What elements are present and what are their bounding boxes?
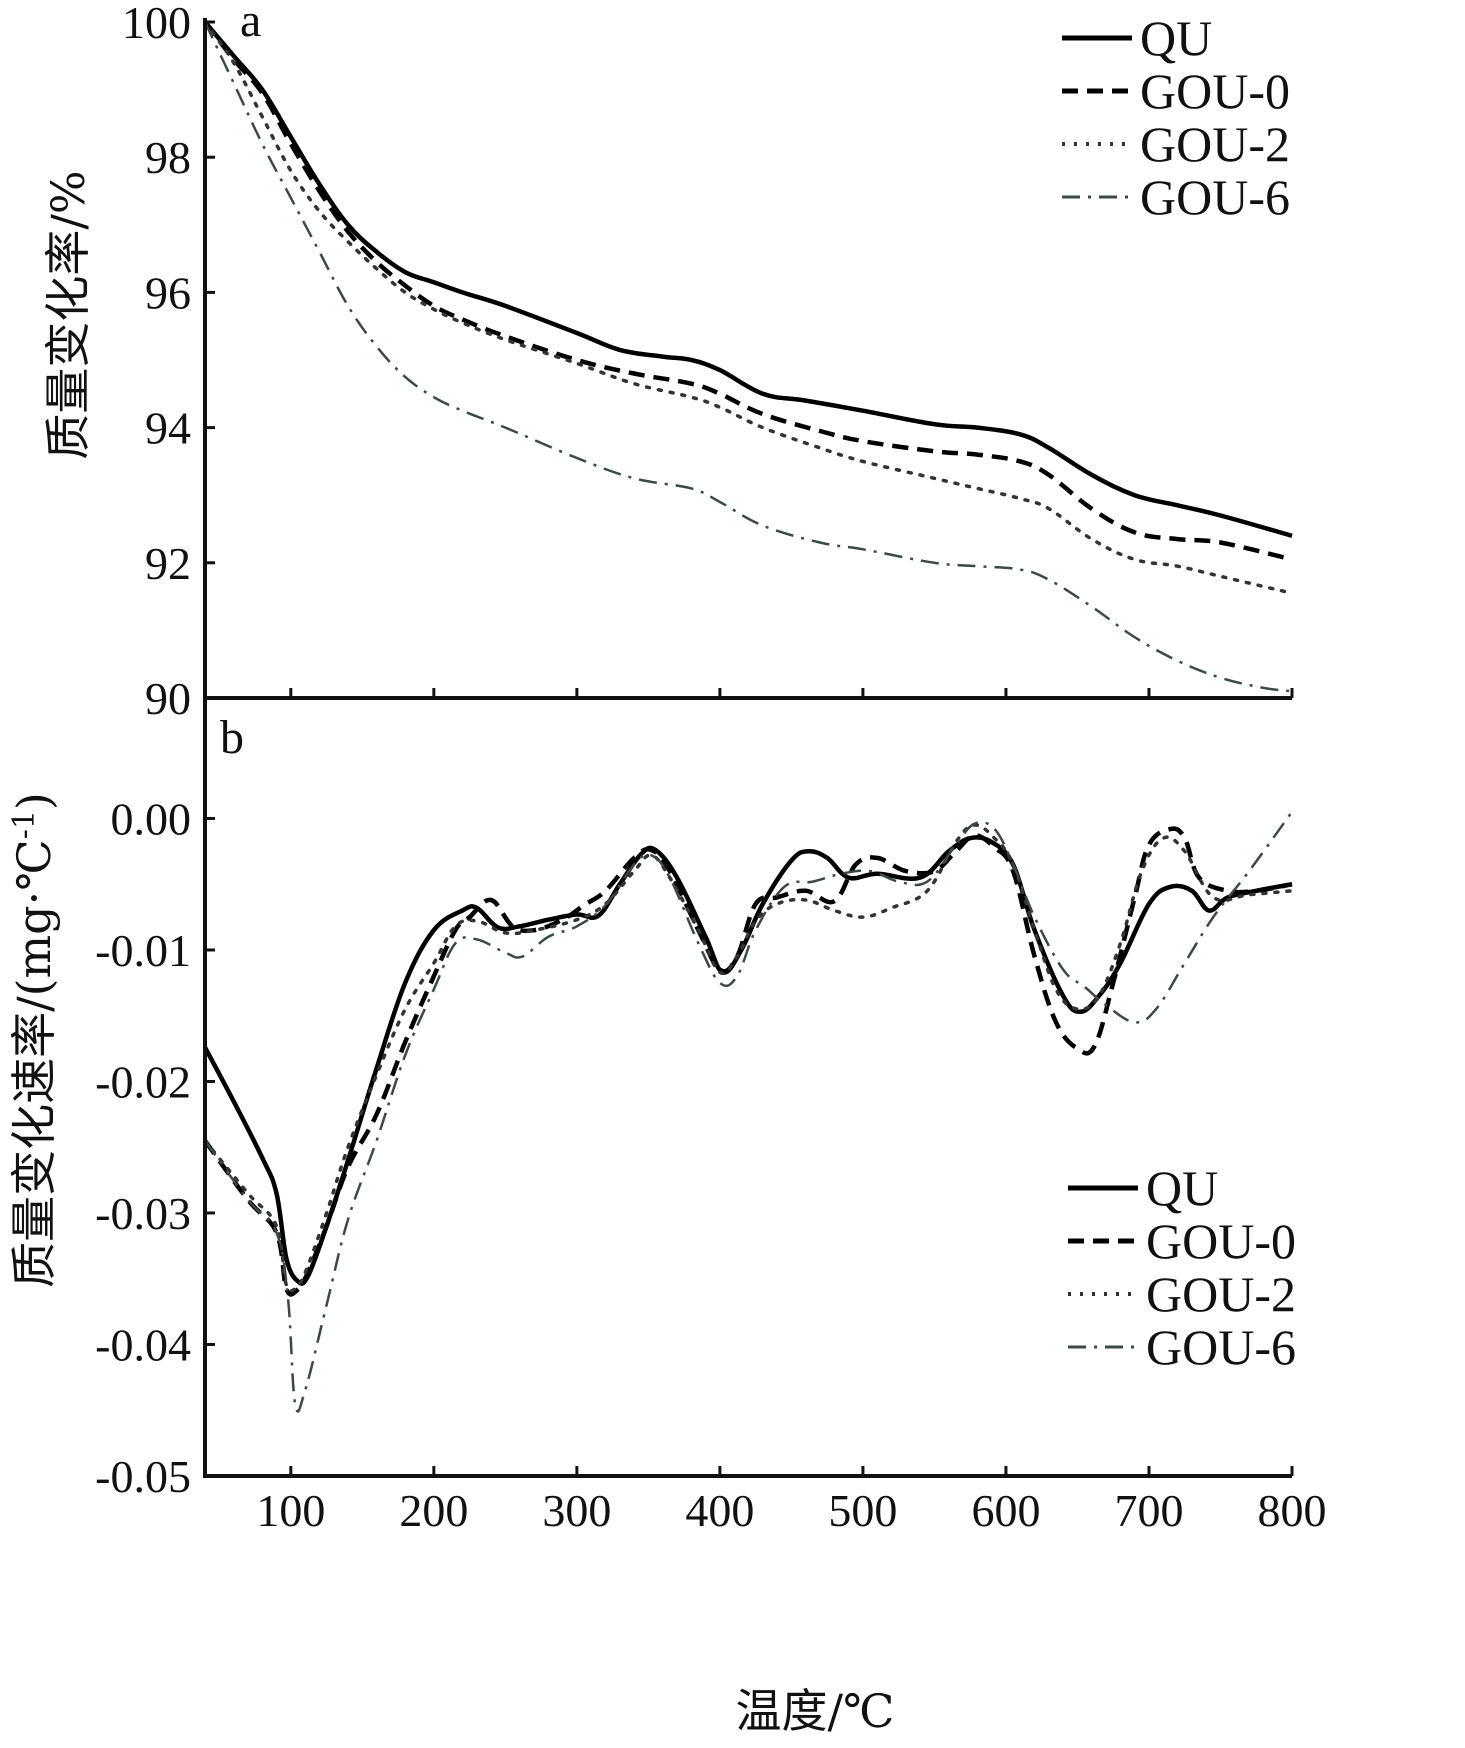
x-axis-title: 温度/℃	[736, 1684, 895, 1738]
y-tick-label: 0.00	[111, 793, 192, 844]
y-tick-label: -0.04	[95, 1319, 191, 1370]
series-line-gou-2	[203, 823, 1294, 1293]
y-axis-title-superscript: -1	[7, 810, 42, 839]
panel-label: b	[220, 711, 244, 764]
legend-label-gou-6: GOU-6	[1140, 169, 1290, 225]
x-tick-label: 300	[542, 1485, 611, 1536]
x-tick-label: 100	[256, 1485, 325, 1536]
series-line-qu	[203, 835, 1293, 1286]
y-axis-title-end: )	[7, 792, 61, 810]
y-axis-title: 质量变化速率/(mg·℃-1)	[7, 792, 61, 1288]
legend-label-qu: QU	[1146, 1160, 1218, 1216]
legend-label-gou-2: GOU-2	[1140, 116, 1290, 172]
y-axis-title-text: 质量变化率/%	[41, 170, 95, 459]
y-tick-label: 92	[145, 538, 191, 589]
x-tick-label: 200	[399, 1485, 468, 1536]
y-tick-label: -0.01	[95, 925, 191, 976]
series-line-qu	[203, 20, 1293, 538]
dtg-panel: -0.05 -0.04 -0.03 -0.02 -0.01 0.00 100 200 300 40…	[7, 698, 1327, 1536]
y-tick-label: 90	[145, 673, 191, 724]
legend-label-gou-0: GOU-0	[1140, 63, 1290, 119]
x-tick-label: 800	[1258, 1485, 1327, 1536]
x-tick-label: 500	[828, 1485, 897, 1536]
legend-label-qu: QU	[1140, 10, 1212, 66]
x-tick-label: 600	[971, 1485, 1040, 1536]
legend-label-gou-6: GOU-6	[1146, 1319, 1296, 1375]
series-line-gou-0	[203, 826, 1293, 1297]
legend-label-gou-2: GOU-2	[1146, 1266, 1296, 1322]
series-line-gou-0	[203, 20, 1293, 562]
y-tick-label: -0.03	[95, 1188, 191, 1239]
y-axis-title: 质量变化率/%	[41, 170, 95, 459]
series-line-gou-6	[203, 21, 1293, 693]
y-tick-label: -0.02	[95, 1056, 191, 1107]
panel-label: a	[240, 0, 261, 47]
y-tick-label: 94	[145, 403, 191, 454]
y-tick-label: -0.05	[95, 1451, 191, 1502]
series-line-gou-2	[203, 20, 1294, 595]
y-tick-label: 98	[145, 132, 191, 183]
y-tick-label: 96	[145, 267, 191, 318]
series-line-gou-6	[203, 811, 1294, 1413]
y-axis-title-text: 质量变化速率/(mg·℃	[7, 839, 61, 1288]
y-tick-label: 100	[122, 0, 191, 48]
legend-label-gou-0: GOU-0	[1146, 1213, 1296, 1269]
x-tick-label: 400	[685, 1485, 754, 1536]
x-tick-label: 700	[1114, 1485, 1183, 1536]
